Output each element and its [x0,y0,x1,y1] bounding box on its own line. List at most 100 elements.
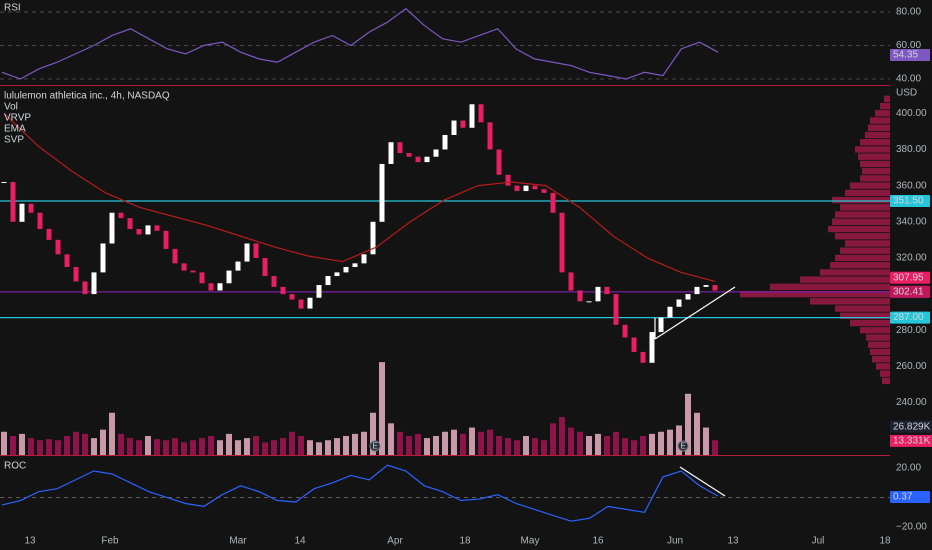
x-tick-label: May [521,536,540,547]
volume-bar [226,433,232,455]
volume-bar [559,417,565,455]
profile-bar [835,233,890,240]
volume-bar [73,431,79,455]
candle [415,156,421,163]
candle [469,104,475,128]
volume-bar [406,436,412,455]
x-tick-label: 13 [727,536,739,547]
volume-bar [244,438,250,455]
volume-bar [10,436,16,455]
profile-bar [868,124,890,131]
earnings-badge [677,440,689,452]
profile-bar [828,225,890,233]
y-tick-label: 400.00 [896,108,927,119]
volume-bar [370,412,376,455]
candle [289,294,295,300]
price-tag [890,491,930,504]
candle [550,192,556,213]
symbol-title: lululemon athletica inc., 4h, NASDAQ [4,91,170,102]
volume-bar [154,439,160,455]
volume-bar [388,423,394,455]
price-tag [890,285,930,298]
volume-bar [478,431,484,455]
candle [325,276,331,286]
profile-bar [820,269,890,276]
profile-bar [870,348,890,356]
candle [703,285,709,287]
candle [451,120,457,136]
trend-line [679,466,726,497]
candle [505,174,511,186]
roc-label: ROC [4,461,26,472]
x-tick-label: 14 [294,536,306,547]
candle [559,212,565,273]
candle [91,272,97,295]
price-tag-label: 307.95 [893,272,924,283]
y-tick-label: 20.00 [896,463,921,474]
profile-bar [855,146,890,153]
candle [352,263,358,267]
profile-bar [835,254,890,262]
profile-bar [845,240,890,247]
volume-bar [613,431,619,455]
candle [424,156,430,163]
y-tick-label: 260.00 [896,361,927,372]
volume-bar [487,429,493,455]
volume-bar [595,433,601,455]
candle [586,301,592,303]
volume-bar [316,442,322,455]
candle [127,218,133,230]
volume-tag-label: 13.331K [893,436,931,447]
volume-bar [334,438,340,455]
candle [370,221,376,255]
currency-label: USD [896,88,917,99]
candle [82,281,88,295]
volume-bar [667,429,673,455]
volume-bar [676,425,682,455]
volume-bar [190,440,196,455]
candle [253,243,259,258]
candle [64,254,70,267]
candle [73,266,79,282]
candle [163,230,169,249]
volume-bar [505,438,511,455]
plot-layer: 80.00 60.00 40.00 54.35 400.00 380.00 360.00 34… [0,7,932,547]
candle [388,142,394,164]
volume-bar [622,438,628,455]
candle [343,266,349,273]
volume-bar [109,412,115,455]
rsi-label: RSI [4,3,21,14]
volume-bar [685,393,691,455]
profile-bar [862,167,890,175]
profile-bar [860,327,890,334]
volume-bar [658,431,664,455]
volume-bar [640,436,646,455]
volume-bar [55,440,61,455]
volume-bar [82,433,88,455]
y-tick-label: 60.00 [896,40,921,51]
profile-bar [800,276,890,283]
candle [10,182,16,222]
profile-bar [880,370,890,377]
profile-bar [866,334,890,341]
candle [523,185,529,192]
candle [190,270,196,273]
profile-bar [850,319,890,327]
candle [604,286,610,295]
volume-bar [163,440,169,455]
volume-bar [37,440,43,455]
profile-bar [884,95,890,103]
profile-bar [840,247,890,254]
candle [613,294,619,325]
profile-bar [875,110,890,117]
candle [19,203,25,222]
profile-bar [876,363,890,370]
volume-bar [523,436,529,455]
candle [379,163,385,222]
volume-bar [343,436,349,455]
volume-bar [145,436,151,455]
volume-bar [64,436,70,455]
profile-bar [865,131,890,139]
candle [271,276,277,287]
